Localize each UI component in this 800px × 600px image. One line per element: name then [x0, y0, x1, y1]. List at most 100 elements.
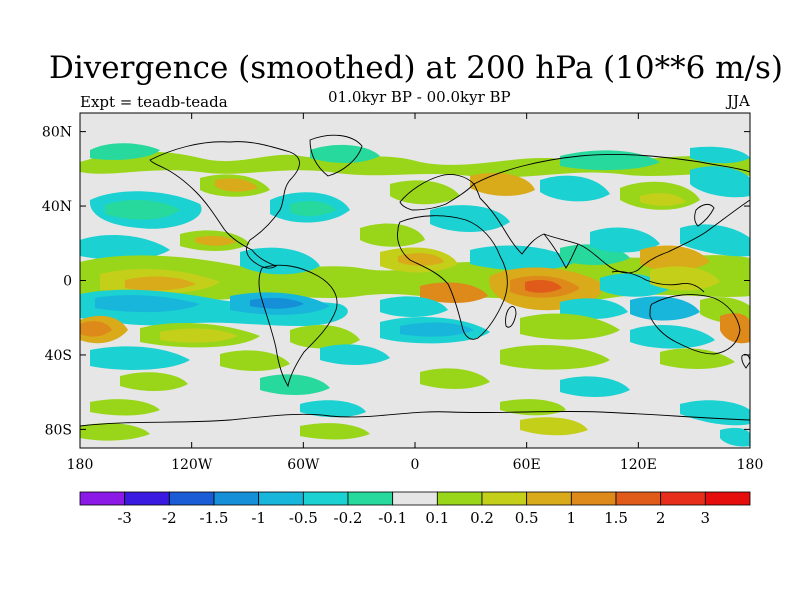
contour-blob — [525, 280, 562, 293]
contour-blob — [420, 282, 488, 303]
contour-blob — [640, 245, 710, 271]
contour-blob — [90, 399, 160, 416]
colorbar-swatch — [168, 491, 215, 506]
contour-blob — [720, 427, 750, 447]
contour-blob — [398, 253, 444, 266]
contour-blob — [125, 276, 196, 291]
contour-blob — [105, 199, 180, 220]
antarctica-coast — [80, 410, 750, 427]
colorbar-swatch — [570, 491, 617, 506]
indonesia-coast — [611, 271, 705, 293]
colorbar-swatch — [660, 491, 706, 506]
contour-blob — [520, 313, 620, 340]
contour-blob — [300, 400, 366, 418]
period-label: 01.0kyr BP - 00.0kyr BP — [328, 88, 511, 106]
season-label: JJA — [727, 92, 750, 110]
colorbar-label: -0.5 — [289, 509, 318, 527]
colorbar-swatch — [704, 491, 751, 506]
lat-tick-label: 40S — [45, 348, 72, 364]
colorbar-swatch — [124, 491, 170, 506]
lon-tick-label: 60W — [287, 457, 320, 473]
contour-blob — [260, 374, 330, 395]
contour-blob — [95, 295, 200, 313]
lat-tick-label: 0 — [63, 274, 72, 290]
colorbar: -3 -2 -1.5 -1 -0.5 -0.2 -0.1 0.1 0.2 0.5 1 1.5 2 3 — [79, 491, 751, 527]
colorbar-swatch — [436, 491, 483, 506]
contour-blob — [90, 346, 190, 370]
colorbar-swatch — [347, 491, 394, 506]
colorbar-label: -3 — [117, 509, 132, 527]
lon-tick-label: 120E — [620, 457, 657, 473]
africa-coast — [397, 215, 508, 340]
colorbar-label: 1.5 — [604, 509, 628, 527]
contour-blob — [690, 166, 750, 198]
colorbar-swatch — [302, 491, 349, 506]
lon-tick-label: 0 — [411, 457, 420, 473]
colorbar-label: 0.2 — [470, 509, 494, 527]
map-ticks: 80N 40N 0 40S 80S 180 120W 60W 0 60E 120E 180 — [42, 113, 763, 473]
colorbar-label: -2 — [162, 509, 177, 527]
contour-blob — [420, 368, 490, 389]
lat-tick-label: 40N — [42, 199, 72, 215]
contour-blob — [500, 345, 610, 370]
contour-blob — [80, 235, 170, 260]
colorbar-swatch — [392, 491, 438, 506]
contour-blob — [160, 328, 238, 343]
contour-blob — [520, 417, 588, 436]
japan-coast — [694, 203, 715, 227]
colorbar-swatch — [79, 491, 126, 506]
contour-blob — [290, 325, 360, 349]
lon-tick-label: 60E — [513, 457, 541, 473]
contour-blob — [300, 423, 370, 440]
contour-blob — [310, 144, 380, 163]
colorbar-label: 2 — [656, 509, 666, 527]
contour-blob — [690, 146, 750, 164]
contour-blob — [120, 372, 188, 391]
colorbar-swatch — [258, 491, 304, 506]
colorbar-label: 0.5 — [515, 509, 539, 527]
colorbar-swatch — [526, 491, 572, 506]
greenland-coast — [309, 134, 363, 177]
contour-blob — [400, 322, 474, 337]
contour-blob — [430, 205, 510, 232]
contour-blob — [630, 296, 700, 321]
contour-blob — [360, 223, 425, 247]
south-america-coast — [258, 264, 338, 388]
colorbar-swatch — [481, 491, 528, 506]
contour-blob — [220, 350, 290, 371]
colorbar-label: -1.5 — [200, 509, 229, 527]
contour-blob — [80, 151, 750, 178]
lon-tick-label: 180 — [67, 457, 94, 473]
contour-blob — [195, 235, 236, 246]
contour-blob — [90, 143, 160, 160]
north-america-coast — [149, 141, 300, 269]
colorbar-label: 0.1 — [425, 509, 449, 527]
colorbar-label: 3 — [701, 509, 711, 527]
colorbar-label: 1 — [567, 509, 577, 527]
contour-blob — [680, 224, 750, 257]
colorbar-label: -1 — [251, 509, 266, 527]
contour-blob — [640, 193, 686, 206]
contour-blob — [240, 247, 320, 275]
australia-coast — [649, 294, 741, 355]
plot-title: Divergence (smoothed) at 200 hPa (10**6 … — [49, 50, 783, 86]
lat-tick-label: 80S — [45, 422, 72, 438]
contour-blob — [215, 178, 258, 192]
lon-tick-label: 180 — [737, 457, 764, 473]
contour-blob — [590, 227, 660, 253]
contour-blob — [390, 180, 460, 205]
contour-blob — [630, 325, 715, 349]
europe-coast — [399, 173, 475, 211]
contour-blob — [720, 313, 750, 344]
contour-blob — [290, 201, 336, 217]
colorbar-label: -0.2 — [334, 509, 363, 527]
contour-blob — [470, 245, 575, 271]
experiment-label: Expt = teadb-teada — [80, 93, 228, 111]
contour-blob — [320, 344, 390, 365]
contour-blob — [80, 321, 112, 337]
contour-blob — [560, 298, 628, 319]
lat-tick-label: 80N — [42, 125, 72, 141]
india-coast — [543, 233, 579, 269]
colorbar-label: -0.1 — [378, 509, 407, 527]
